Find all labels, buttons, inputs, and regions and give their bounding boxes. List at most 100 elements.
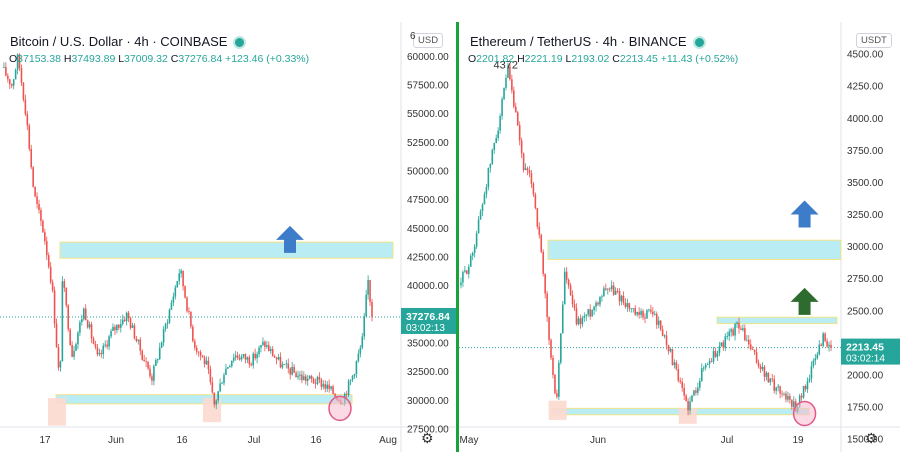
candle-body	[820, 344, 823, 346]
candle-body	[8, 79, 11, 85]
candle-body	[295, 372, 297, 378]
candle-body	[665, 335, 668, 346]
candle-body	[14, 69, 17, 80]
candle-body	[634, 308, 637, 315]
y-tick-label: 35000.00	[407, 339, 449, 350]
candle-body	[467, 266, 470, 274]
candle-body	[3, 67, 5, 68]
btc-currency-button[interactable]: USD	[413, 33, 444, 48]
candle-body	[601, 296, 603, 298]
candle-body	[714, 351, 717, 357]
candle-body	[160, 342, 163, 348]
candle-body	[691, 395, 693, 402]
candle-body	[190, 311, 192, 327]
btc-chart-svg[interactable]: 27500.0030000.0032500.0035000.0037500.00…	[0, 22, 456, 466]
highlight-marker	[48, 398, 66, 426]
pane-divider[interactable]	[456, 22, 459, 452]
candle-body	[293, 366, 295, 373]
candle-body	[141, 350, 144, 360]
candle-body	[184, 286, 186, 298]
candle-body	[236, 355, 239, 358]
candle-body	[520, 140, 523, 154]
candle-body	[548, 316, 550, 340]
candle-body	[744, 328, 746, 341]
candle-body	[330, 386, 332, 389]
btc-ohlc-legend: O37153.38 H37493.89 L37009.32 C37276.84 …	[9, 53, 310, 65]
candle-body	[355, 361, 358, 375]
candle-body	[630, 308, 633, 310]
candle-body	[728, 331, 730, 337]
top-strip	[0, 0, 900, 22]
y-tick-label: 2500.00	[847, 306, 884, 317]
candle-body	[45, 241, 48, 256]
candle-body	[104, 344, 107, 346]
candle-body	[751, 349, 754, 350]
candle-body	[326, 384, 329, 389]
candle-body	[542, 251, 544, 274]
candle-body	[567, 279, 570, 286]
candle-body	[193, 341, 196, 348]
current-price-value: 2213.45	[846, 342, 884, 354]
candle-body	[632, 308, 635, 309]
candle-body	[79, 322, 81, 333]
current-price-bg	[401, 307, 456, 334]
eth-chart-pane[interactable]: 1500.001750.002000.002250.002500.002750.…	[459, 22, 900, 466]
candle-body	[657, 320, 660, 325]
eth-currency-button[interactable]: USDT	[856, 33, 892, 48]
candle-body	[708, 360, 711, 365]
candle-body	[316, 377, 319, 384]
eth-chart-svg[interactable]: 1500.001750.002000.002250.002500.002750.…	[459, 22, 900, 466]
btc-top-tick: 6	[410, 31, 416, 42]
x-tick-label: 16	[176, 435, 188, 446]
candle-body	[57, 347, 60, 368]
candle-body	[697, 387, 699, 393]
candle-body	[730, 329, 732, 332]
candle-body	[607, 288, 609, 290]
candle-body	[628, 303, 631, 309]
candle-body	[503, 87, 505, 100]
candle-body	[349, 379, 352, 381]
candle-body	[622, 295, 625, 303]
btc-chart-pane[interactable]: 27500.0030000.0032500.0035000.0037500.00…	[0, 22, 456, 466]
candle-body	[638, 312, 640, 315]
candle-body	[747, 339, 750, 345]
y-tick-label: 3000.00	[847, 242, 884, 253]
candle-body	[522, 153, 525, 171]
candle-body	[119, 324, 122, 328]
candle-body	[558, 362, 560, 397]
candle-body	[612, 285, 615, 295]
market-open-icon	[233, 36, 247, 50]
y-tick-label: 1500.00	[847, 435, 884, 446]
candle-body	[192, 326, 194, 342]
candle-body	[131, 325, 134, 328]
candle-body	[561, 304, 564, 334]
candle-body	[28, 125, 31, 149]
btc-settings-gear-icon[interactable]: ⚙	[421, 430, 434, 446]
candle-body	[491, 149, 494, 164]
candle-body	[653, 313, 656, 315]
candle-body	[814, 358, 817, 361]
candle-body	[108, 336, 110, 347]
candle-body	[229, 366, 231, 368]
candle-body	[749, 344, 752, 350]
candle-body	[203, 357, 206, 365]
candle-body	[291, 366, 293, 375]
candle-body	[681, 381, 683, 388]
candle-body	[232, 357, 235, 361]
candle-body	[683, 387, 685, 396]
candle-body	[304, 376, 307, 381]
candle-body	[695, 390, 697, 393]
candle-body	[121, 319, 124, 325]
candle-body	[172, 296, 175, 303]
candle-body	[84, 308, 87, 321]
eth-settings-gear-icon[interactable]: ⚙	[865, 430, 878, 446]
candle-body	[740, 328, 742, 331]
candle-body	[96, 347, 99, 355]
candle-body	[477, 219, 480, 234]
candle-body	[518, 125, 521, 141]
candle-body	[757, 362, 760, 367]
candle-body	[359, 347, 362, 354]
candle-body	[32, 167, 34, 187]
